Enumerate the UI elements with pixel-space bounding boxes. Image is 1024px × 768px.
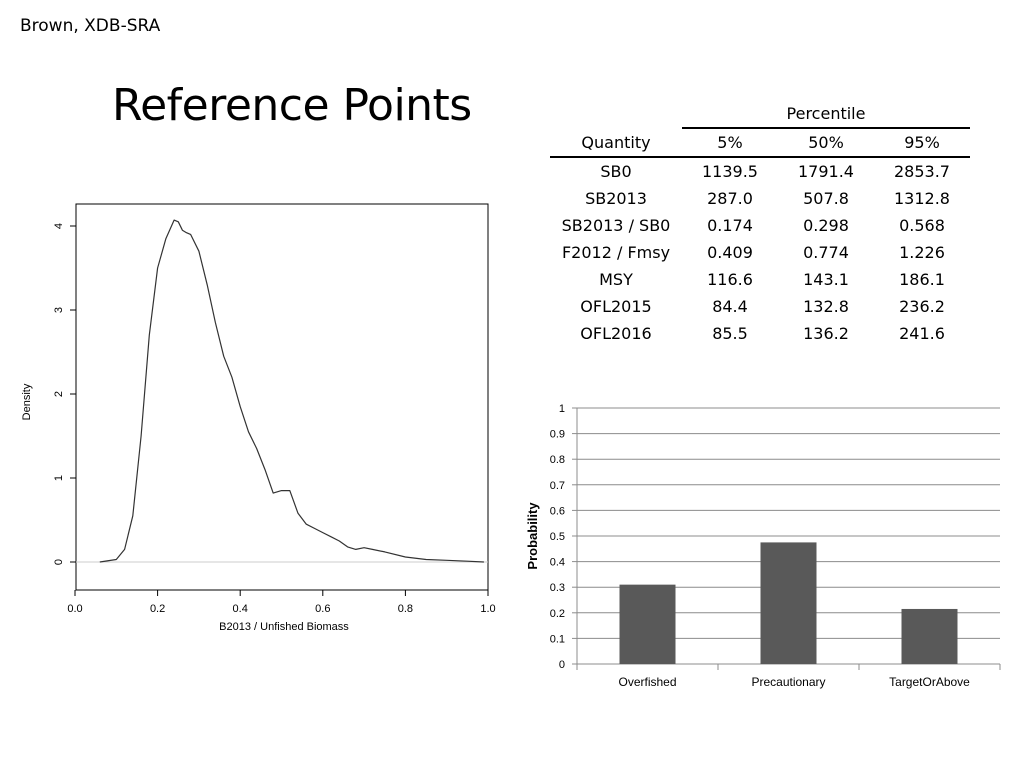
y-tick-label: 2 [53, 391, 65, 397]
y-tick-label: 0.8 [550, 454, 565, 466]
table-cell: 186.1 [899, 270, 945, 289]
table-cell-quantity: MSY [599, 270, 633, 289]
y-tick-label: 0.1 [550, 633, 565, 645]
table-cell: 2853.7 [894, 162, 950, 181]
reference-points-table: Percentile Quantity 5% 50% 95% SB0 1139.… [550, 100, 970, 347]
table-column-header-row: Quantity 5% 50% 95% [550, 128, 970, 158]
plot-frame [75, 203, 489, 591]
density-chart: 0.0 0.2 0.4 0.6 0.8 1.0 0 1 2 3 4 B2013 / Unfished … [21, 203, 496, 633]
table-cell: 136.2 [803, 324, 849, 343]
percentile-header: Percentile [682, 100, 970, 129]
y-tick-label: 0.5 [550, 531, 565, 543]
table-group-header-row: Percentile [550, 100, 970, 129]
table-cell: 0.174 [707, 216, 753, 235]
x-tick-label: 0.2 [150, 603, 165, 615]
y-tick-label: 4 [53, 223, 65, 229]
y-axis-label: Density [21, 383, 33, 420]
table-cell-quantity: SB2013 [585, 189, 647, 208]
y-tick-label: 0 [53, 559, 65, 565]
x-tick-label: 1.0 [480, 603, 495, 615]
table-cell: 1139.5 [702, 162, 758, 181]
y-tick-label: 0.7 [550, 480, 565, 492]
table-row: OFL2015 84.4 132.8 236.2 [550, 293, 970, 320]
column-header-95pct: 95% [874, 128, 970, 158]
table-cell: 1312.8 [894, 189, 950, 208]
bar [760, 542, 817, 664]
table-cell: 1791.4 [798, 162, 854, 181]
x-axis-label: B2013 / Unfished Biomass [219, 621, 349, 633]
table-row: F2012 / Fmsy 0.409 0.774 1.226 [550, 239, 970, 266]
table-cell: 0.774 [803, 243, 849, 262]
table-cell-quantity: OFL2016 [580, 324, 652, 343]
x-tick-label: 0.6 [315, 603, 330, 615]
y-axis-label: Probability [525, 502, 540, 570]
table-cell: 1.226 [899, 243, 945, 262]
table-cell: 0.568 [899, 216, 945, 235]
y-tick-label: 1 [559, 403, 565, 415]
y-tick-label: 0.6 [550, 505, 565, 517]
y-tick-label: 0.2 [550, 608, 565, 620]
y-tick-label: 1 [53, 475, 65, 481]
table-cell: 241.6 [899, 324, 945, 343]
probability-bar-chart: 0 0.1 0.2 0.3 0.4 0.5 0.6 0.7 0.8 0.9 1 Probability… [525, 403, 1001, 689]
table-row: MSY 116.6 143.1 186.1 [550, 266, 970, 293]
y-tick-label: 0.9 [550, 429, 565, 441]
density-curve [99, 219, 484, 563]
table-blank-cell [550, 100, 682, 128]
table-cell: 84.4 [712, 297, 748, 316]
table-cell-quantity: SB0 [600, 162, 632, 181]
table-cell: 143.1 [803, 270, 849, 289]
x-tick-label: Precautionary [751, 675, 825, 689]
table-cell-quantity: SB2013 / SB0 [561, 216, 671, 235]
table-cell: 507.8 [803, 189, 849, 208]
table-row: SB2013 287.0 507.8 1312.8 [550, 185, 970, 212]
table-row: SB0 1139.5 1791.4 2853.7 [550, 157, 970, 185]
y-tick-label: 3 [53, 307, 65, 313]
table-cell: 132.8 [803, 297, 849, 316]
table-cell: 85.5 [712, 324, 748, 343]
table-cell: 0.409 [707, 243, 753, 262]
table-cell: 116.6 [707, 270, 753, 289]
slide-title: Reference Points [112, 80, 472, 131]
bar [619, 584, 676, 664]
column-header-50pct: 50% [778, 128, 874, 158]
x-tick-label: 0.0 [67, 603, 82, 615]
table-row: SB2013 / SB0 0.174 0.298 0.568 [550, 212, 970, 239]
x-tick-label: 0.4 [233, 603, 248, 615]
table-cell-quantity: OFL2015 [580, 297, 652, 316]
table-row: OFL2016 85.5 136.2 241.6 [550, 320, 970, 347]
x-tick-label: 0.8 [398, 603, 413, 615]
table-cell: 236.2 [899, 297, 945, 316]
x-tick-label: Overfished [618, 675, 676, 689]
table-cell-quantity: F2012 / Fmsy [561, 243, 671, 262]
author-header: Brown, XDB-SRA [20, 16, 161, 36]
column-header-quantity: Quantity [550, 128, 682, 158]
column-header-5pct: 5% [682, 128, 778, 158]
x-tick-label: TargetOrAbove [889, 675, 970, 689]
y-tick-label: 0.3 [550, 582, 565, 594]
y-tick-label: 0 [559, 659, 565, 671]
bar [901, 608, 958, 664]
table-cell: 287.0 [707, 189, 753, 208]
y-tick-label: 0.4 [550, 557, 565, 569]
table-cell: 0.298 [803, 216, 849, 235]
